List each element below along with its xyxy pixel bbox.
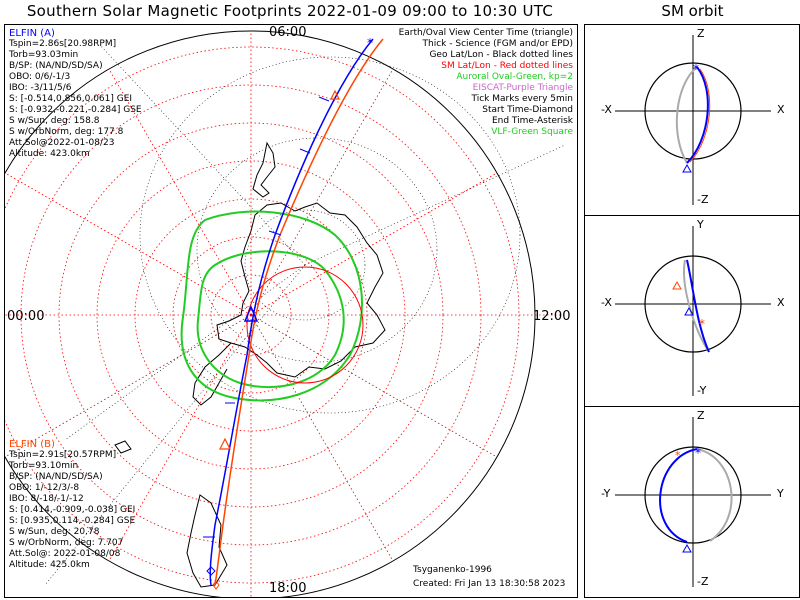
orbit-label-bottom: -Z [697,575,709,588]
footprint-map-panel: * 06:00 00:00 12:00 18:00 ELFIN (A) Tspi… [4,24,578,598]
earth-circle [644,446,742,544]
orbit-panel-yz: * * Z -Z -Y Y [584,406,800,598]
legend-item: End Time-Asterisk [491,116,573,126]
auroral-oval [180,210,363,402]
elfin-b-line: IBO: 8/-18/-1/-12 [9,494,84,504]
elfin-a-line: Altitude: 423.0km [9,149,90,159]
legend-item: Earth/Oval View Center Time (triangle) [398,28,573,38]
elfin-b-line: S w/OrbNorm, deg: 7.707 [9,538,124,548]
elfin-a-line: S w/Sun, deg: 158.8 [9,116,100,126]
legend-item: EISCAT-Purple Triangle [472,83,573,93]
mlt-label-bottom: 18:00 [269,581,307,596]
elfin-a-line: S: [-0.514,0.856,0.061] GEI [9,94,133,104]
orbit-panel-xy: * Y -Y -X X [584,215,800,407]
elfin-b-center-triangle [219,437,231,450]
legend-item: Auroral Oval-Green, kp=2 [456,72,573,82]
elfin-a-line: OBO: 0/6/-1/3 [9,72,71,82]
orbit-track-blue [686,66,709,164]
orbit-label-left: -X [601,103,612,116]
mlt-label-left: 00:00 [7,309,45,324]
map-footer: Tsyganenko-1996 Created: Fri Jan 13 18:3… [413,565,565,590]
elfin-b-line: S: [0.414,-0.909,-0.038] GEI [9,505,136,515]
elfin-b-info: ELFIN (B) Tspin=2.91s[20.57RPM] Torb=93.… [9,439,135,571]
plot-title: Southern Solar Magnetic Footprints 2022-… [26,2,554,20]
model-label: Tsyganenko-1996 [413,565,492,575]
start-diamond [206,566,216,576]
orbit-label-top: Z [697,27,705,40]
legend-item: SM Lat/Lon - Red dotted lines [441,61,573,71]
elfin-b-line: S w/Sun, deg: 20.78 [9,527,100,537]
orbit-triangle [682,163,692,173]
elfin-a-info: ELFIN (A) Tspin=2.86s[20.98RPM] Torb=93.… [9,28,142,160]
orbit-triangle-red [672,280,682,290]
elfin-a-line: Att.Sol@2022-01-08/23 [9,138,115,148]
orbit-label-bottom: -Z [697,193,709,206]
orbit-track-grey [696,448,733,542]
elfin-a-line: S: [-0.932,-0.221,-0.284] GSE [9,105,142,115]
orbit-triangle [682,543,692,553]
sm-pole-circle [246,266,364,384]
elfin-a-center-triangle [243,305,259,322]
orbit-panel-xz: * Z -Z -X X [584,24,800,216]
orbit-asterisk-red: * [675,449,681,462]
elfin-a-line: Tspin=2.86s[20.98RPM] [9,39,117,49]
legend-item: VLF-Green Square [491,127,573,137]
elfin-b-line: Att.Sol@: 2022-01-08/08 [9,549,121,559]
south-georgia-outline [114,440,132,454]
elfin-b-line: S: [0.935,0.114,-0.284] GSE [9,516,136,526]
orbit-label-top: Y [697,218,704,231]
elfin-a-name: ELFIN (A) [9,28,55,39]
legend-item: Geo Lat/Lon - Black dotted lines [429,50,573,60]
elfin-a-line: Torb=93.03min [9,50,79,60]
south-america-outline [186,494,228,588]
geo-grid [44,44,566,586]
orbit-asterisk: * [699,317,705,331]
end-asterisk-b [212,580,220,590]
elfin-a-track [209,38,374,586]
elfin-a-line: S w/OrbNorm, deg: 177.8 [9,127,124,137]
orbit-triangle-blue [684,306,694,316]
orbit-track-blue [659,448,698,543]
legend-item: Thick - Science (FGM and/or EPD) [422,39,573,49]
elfin-b-track [214,38,384,586]
orbit-asterisk: * [695,446,701,460]
orbit-label-left: -X [601,296,612,309]
orbit-label-bottom: -Y [697,384,707,397]
antarctic-peninsula [192,342,232,406]
elfin-b-line: OBO: 1/-12/3/-8 [9,483,80,493]
elfin-b-name: ELFIN (B) [9,439,55,450]
map-legend: Earth/Oval View Center Time (triangle) T… [399,28,573,138]
orbit-track-grey [683,259,710,353]
elfin-a-line: B/SP: (NA/ND/SD/SA) [9,61,103,71]
orbit-label-right: X [777,296,785,309]
elfin-b-line: Tspin=2.91s[20.57RPM] [9,450,117,460]
end-asterisk: * [367,36,373,50]
legend-item: Start Time-Diamond [482,105,573,115]
orbit-track-grey [675,66,698,164]
elfin-b-line: Altitude: 425.0km [9,560,90,570]
orbit-label-left: -Y [601,487,611,500]
antarctica-coastline [216,202,386,378]
orbit-label-right: X [777,103,785,116]
orbit-asterisk: * [693,62,699,76]
orbit-label-top: Z [697,409,705,422]
created-label: Created: Fri Jan 13 18:30:58 2023 [413,579,566,589]
orbit-title: SM orbit [661,2,724,20]
elfin-b-triangle-2 [330,89,340,100]
legend-item: Tick Marks every 5min [471,94,573,104]
elfin-b-line: Torb=93.10min [9,461,79,471]
new-zealand-outline [252,141,276,198]
track-ticks [203,96,330,538]
earth-circle [644,255,742,353]
orbit-track-blue [686,259,710,353]
mlt-label-right: 12:00 [533,309,571,324]
orbit-label-right: Y [777,487,784,500]
elfin-a-line: IBO: -3/11/5/6 [9,83,72,93]
orbit-track-red [689,68,711,163]
mlt-label-top: 06:00 [269,25,307,40]
elfin-b-line: B/SP: (NA/ND/SD/SA) [9,472,103,482]
footprint-map: * [5,30,566,597]
sm-lon-lines [5,31,565,597]
